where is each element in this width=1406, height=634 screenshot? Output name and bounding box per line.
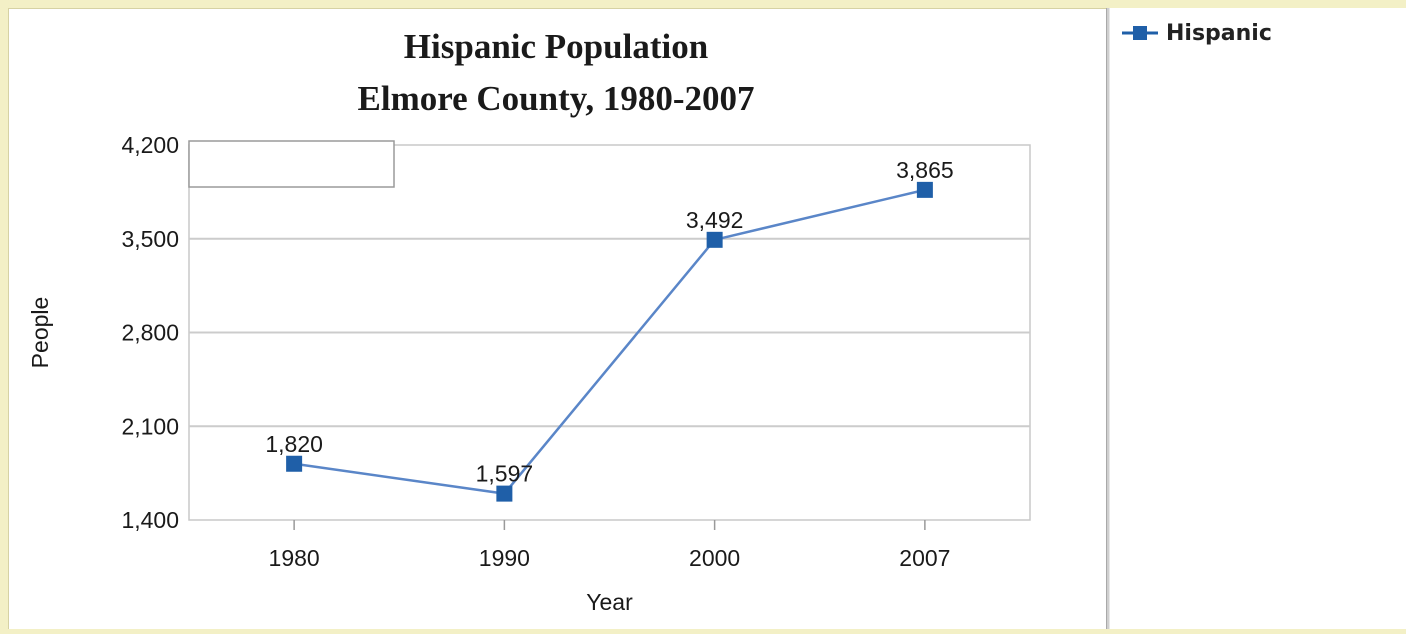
y-axis-ticks: 1,400 2,100 2,800 3,500 4,200 — [121, 132, 179, 533]
blank-textbox[interactable] — [188, 140, 395, 188]
series-group — [286, 181, 933, 502]
y-tick-label: 1,400 — [121, 507, 179, 533]
y-tick-label: 2,800 — [121, 320, 179, 346]
legend-line-marker-icon — [1122, 26, 1158, 40]
x-tick-label: 1990 — [479, 545, 530, 571]
y-tick-label: 4,200 — [121, 132, 179, 158]
chart-subtitle: Elmore County, 1980-2007 — [358, 79, 755, 118]
y-tick-label: 3,500 — [121, 226, 179, 252]
data-point — [916, 181, 933, 198]
gridlines — [189, 237, 1030, 428]
panel-divider[interactable] — [1106, 8, 1110, 629]
chart-panel: Hispanic Population Elmore County, 1980-… — [8, 8, 1106, 629]
data-label: 1,597 — [476, 461, 534, 487]
data-point — [706, 231, 723, 248]
data-label: 3,865 — [896, 157, 954, 183]
y-tick-label: 2,100 — [121, 413, 179, 439]
chart-title: Hispanic Population — [404, 27, 708, 66]
x-tick-label: 2007 — [899, 545, 950, 571]
legend-entry-hispanic[interactable]: Hispanic — [1122, 20, 1272, 46]
legend-label: Hispanic — [1166, 20, 1272, 46]
x-axis-ticks: 1980 1990 2000 2007 — [269, 520, 950, 571]
x-tick-label: 1980 — [269, 545, 320, 571]
data-label: 1,820 — [265, 431, 323, 457]
x-tick-label: 2000 — [689, 545, 740, 571]
data-point — [286, 455, 303, 472]
x-axis-label: Year — [586, 589, 633, 615]
data-point — [496, 485, 513, 502]
series-line — [293, 188, 926, 495]
data-labels: 1,820 1,597 3,492 3,865 — [265, 157, 953, 487]
legend-panel: Hispanic — [1110, 8, 1406, 629]
line-chart: Hispanic Population Elmore County, 1980-… — [27, 27, 1031, 615]
y-axis-label: People — [27, 297, 53, 369]
data-label: 3,492 — [686, 207, 744, 233]
